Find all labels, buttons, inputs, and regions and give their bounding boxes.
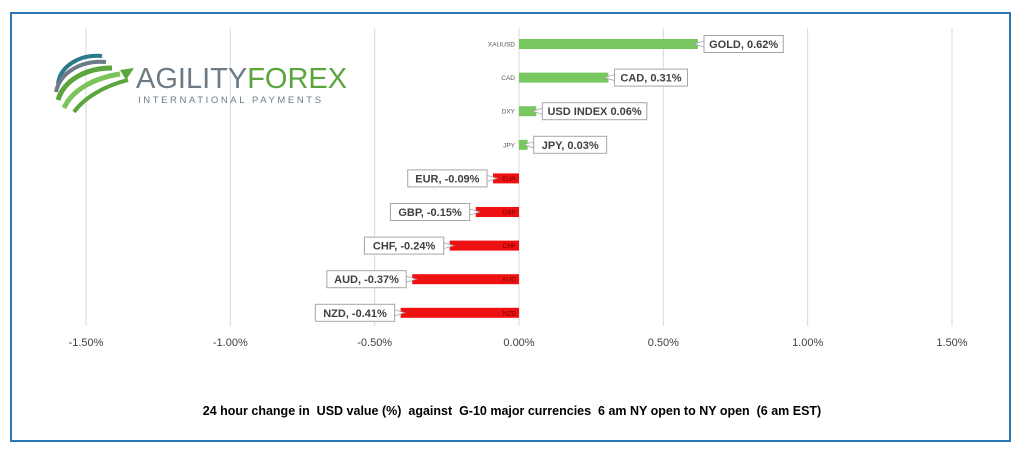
category-label: GBP	[502, 210, 516, 217]
data-label: CAD, 0.31%	[620, 73, 681, 85]
data-label-box	[363, 236, 445, 255]
data-label-box	[407, 169, 488, 188]
x-tick-label: 0.50%	[648, 337, 679, 349]
data-label-box	[314, 303, 396, 322]
agility-forex-logo: AGILITYFOREX INTERNATIONAL PAYMENTS	[50, 46, 347, 116]
x-tick-label: -1.50%	[69, 337, 104, 349]
x-tick-label: -1.00%	[213, 337, 248, 349]
bar	[412, 274, 519, 285]
data-label: AUD, -0.37%	[334, 274, 399, 286]
x-tick-label: 1.50%	[936, 337, 967, 349]
category-label: EUR	[502, 176, 516, 183]
logo-wordmark: AGILITYFOREX	[136, 64, 347, 94]
data-label: EUR, -0.09%	[415, 173, 479, 185]
data-label: USD INDEX 0.06%	[547, 106, 641, 118]
bar	[475, 207, 519, 217]
data-label: CHF, -0.24%	[373, 241, 436, 253]
data-label-box	[703, 35, 784, 53]
chart-caption: 24 hour change in USD value (%) against …	[202, 404, 822, 418]
category-label: CAD	[501, 75, 515, 82]
x-tick-label: 0.00%	[503, 337, 534, 349]
logo-swoosh-icon	[54, 53, 134, 114]
category-label: AUD	[502, 277, 516, 284]
category-label: XAUUSD	[488, 42, 515, 49]
bar	[400, 307, 519, 318]
category-label: CHF	[503, 243, 516, 250]
bar	[493, 173, 519, 184]
bar	[519, 39, 698, 49]
bar	[519, 106, 537, 117]
data-label-box	[613, 68, 688, 87]
x-tick-label: 1.00%	[792, 337, 823, 349]
data-label-box	[326, 270, 407, 289]
category-label: JPY	[503, 142, 516, 149]
data-label-box	[541, 102, 648, 121]
x-tick-label: -0.50%	[357, 337, 392, 349]
category-label: DXY	[502, 109, 516, 116]
bar	[519, 72, 609, 83]
category-label: NZD	[503, 310, 517, 317]
bar	[449, 240, 519, 251]
logo-word-forex: FOREX	[247, 63, 348, 95]
data-label: NZD, -0.41%	[323, 308, 387, 320]
data-label: GBP, -0.15%	[398, 207, 462, 219]
data-label: JPY, 0.03%	[542, 140, 599, 152]
data-label-box	[389, 203, 471, 221]
data-label-box	[533, 135, 608, 154]
data-label: GOLD, 0.62%	[709, 39, 778, 51]
logo-word-agility: AGILITY	[136, 63, 248, 95]
chart-frame	[10, 12, 1011, 442]
logo-subtitle: INTERNATIONAL PAYMENTS	[138, 95, 324, 106]
